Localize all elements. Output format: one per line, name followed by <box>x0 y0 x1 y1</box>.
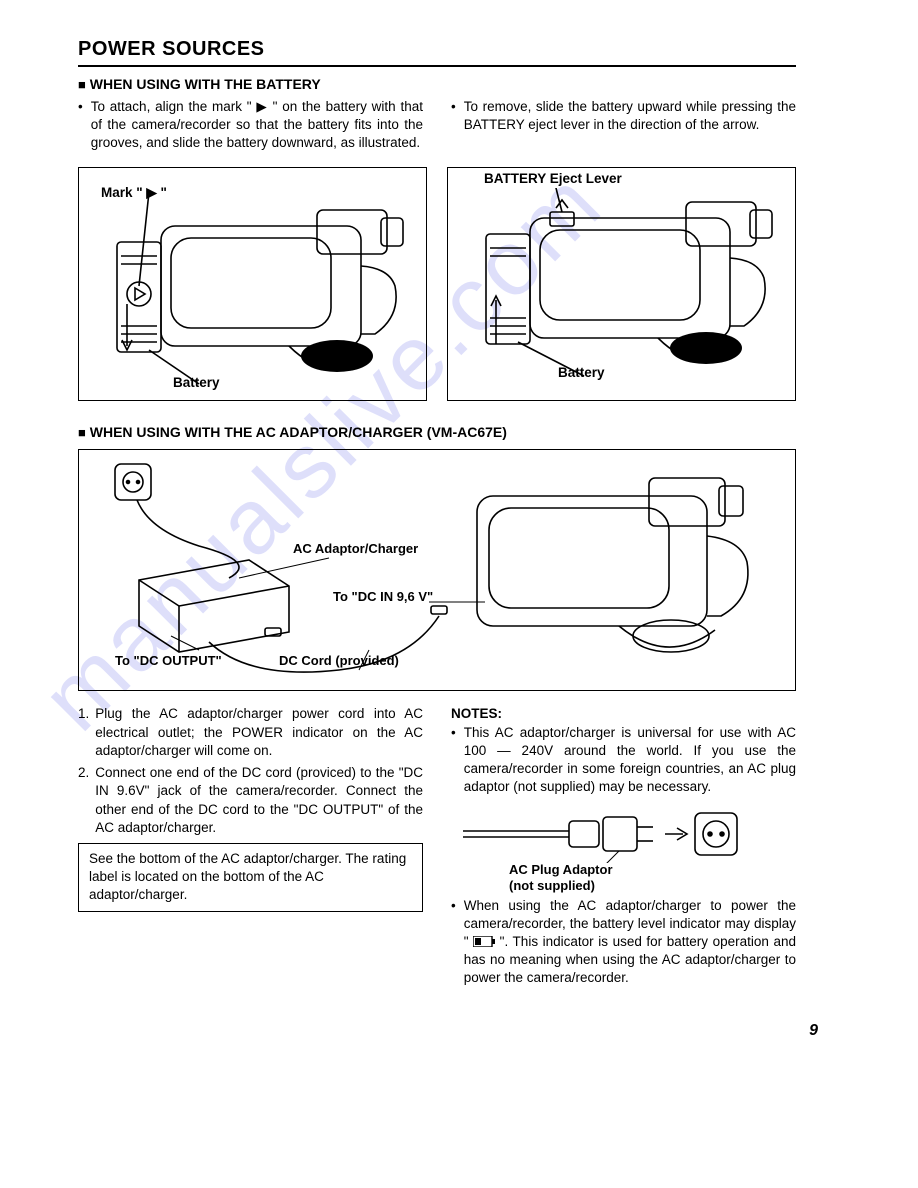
label-dc-output: To "DC OUTPUT" <box>115 652 222 670</box>
ac-text-columns: 1. Plug the AC adaptor/charger power cor… <box>78 705 796 993</box>
label-plug-adaptor-2: (not supplied) <box>509 877 595 895</box>
section-ac-text: WHEN USING WITH THE AC ADAPTOR/CHARGER (… <box>90 424 507 440</box>
label-eject-lever: BATTERY Eject Lever <box>484 170 622 188</box>
note-2-text: When using the AC adaptor/charger to pow… <box>464 897 796 988</box>
figure-attach: Mark " ▶ " <box>78 167 427 401</box>
attach-bullet: • To attach, align the mark " ▶ " on the… <box>78 98 423 153</box>
label-dc-cord: DC Cord (provided) <box>279 652 399 670</box>
page-number: 9 <box>809 1020 818 1042</box>
bullet-dot-icon: • <box>78 98 83 153</box>
remove-text: To remove, slide the battery upward whil… <box>464 98 796 134</box>
label-dc-in: To "DC IN 9,6 V" <box>333 588 433 606</box>
camcorder-attach-icon <box>89 196 419 396</box>
note-2: • When using the AC adaptor/charger to p… <box>451 897 796 988</box>
battery-text-columns: • To attach, align the mark " ▶ " on the… <box>78 98 796 159</box>
notes-header: NOTES: <box>451 705 796 723</box>
section-ac-header: ■ WHEN USING WITH THE AC ADAPTOR/CHARGER… <box>78 423 796 442</box>
battery-figure-row: Mark " ▶ " <box>78 167 796 401</box>
page-title: POWER SOURCES <box>78 36 796 67</box>
step-1-num: 1. <box>78 705 89 760</box>
battery-indicator-icon <box>473 936 495 947</box>
plug-adaptor-figure: AC Plug Adaptor (not supplied) <box>451 803 796 895</box>
ac-col-left: 1. Plug the AC adaptor/charger power cor… <box>78 705 423 993</box>
rating-label-text: See the bottom of the AC adaptor/charger… <box>89 851 406 902</box>
step-1-text: Plug the AC adaptor/charger power cord i… <box>95 705 423 760</box>
plug-adaptor-icon <box>459 803 789 863</box>
bullet-square-icon: ■ <box>78 424 86 442</box>
step-1: 1. Plug the AC adaptor/charger power cor… <box>78 705 423 760</box>
attach-text: To attach, align the mark " ▶ " on the b… <box>91 98 423 153</box>
step-2-num: 2. <box>78 764 89 837</box>
label-battery-2: Battery <box>558 364 605 382</box>
bullet-dot-icon: • <box>451 724 456 797</box>
battery-col-left: • To attach, align the mark " ▶ " on the… <box>78 98 423 159</box>
section-battery-header: ■ WHEN USING WITH THE BATTERY <box>78 75 796 94</box>
label-plug-adaptor-1: AC Plug Adaptor <box>509 861 613 879</box>
bullet-dot-icon: • <box>451 98 456 134</box>
label-ac-adaptor: AC Adaptor/Charger <box>293 540 418 558</box>
figure-ac-adaptor: AC Adaptor/Charger To "DC IN 9,6 V" DC C… <box>78 449 796 691</box>
remove-bullet: • To remove, slide the battery upward wh… <box>451 98 796 134</box>
battery-col-right: • To remove, slide the battery upward wh… <box>451 98 796 159</box>
page-content: POWER SOURCES ■ WHEN USING WITH THE BATT… <box>78 36 796 994</box>
step-2: 2. Connect one end of the DC cord (provi… <box>78 764 423 837</box>
figure-remove: BATTERY Eject Lever Battery <box>447 167 796 401</box>
bullet-dot-icon: • <box>451 897 456 988</box>
step-2-text: Connect one end of the DC cord (proviced… <box>95 764 423 837</box>
camcorder-remove-icon <box>458 188 788 388</box>
bullet-square-icon: ■ <box>78 76 86 94</box>
ac-col-right: NOTES: • This AC adaptor/charger is univ… <box>451 705 796 993</box>
rating-label-note: See the bottom of the AC adaptor/charger… <box>78 843 423 912</box>
label-battery-1: Battery <box>173 374 220 392</box>
note-2-text-b: ". This indicator is used for battery op… <box>464 934 796 985</box>
note-1-text: This AC adaptor/charger is universal for… <box>464 724 796 797</box>
ac-adaptor-diagram-icon <box>79 450 793 686</box>
note-1: • This AC adaptor/charger is universal f… <box>451 724 796 797</box>
section-battery-text: WHEN USING WITH THE BATTERY <box>90 76 321 92</box>
